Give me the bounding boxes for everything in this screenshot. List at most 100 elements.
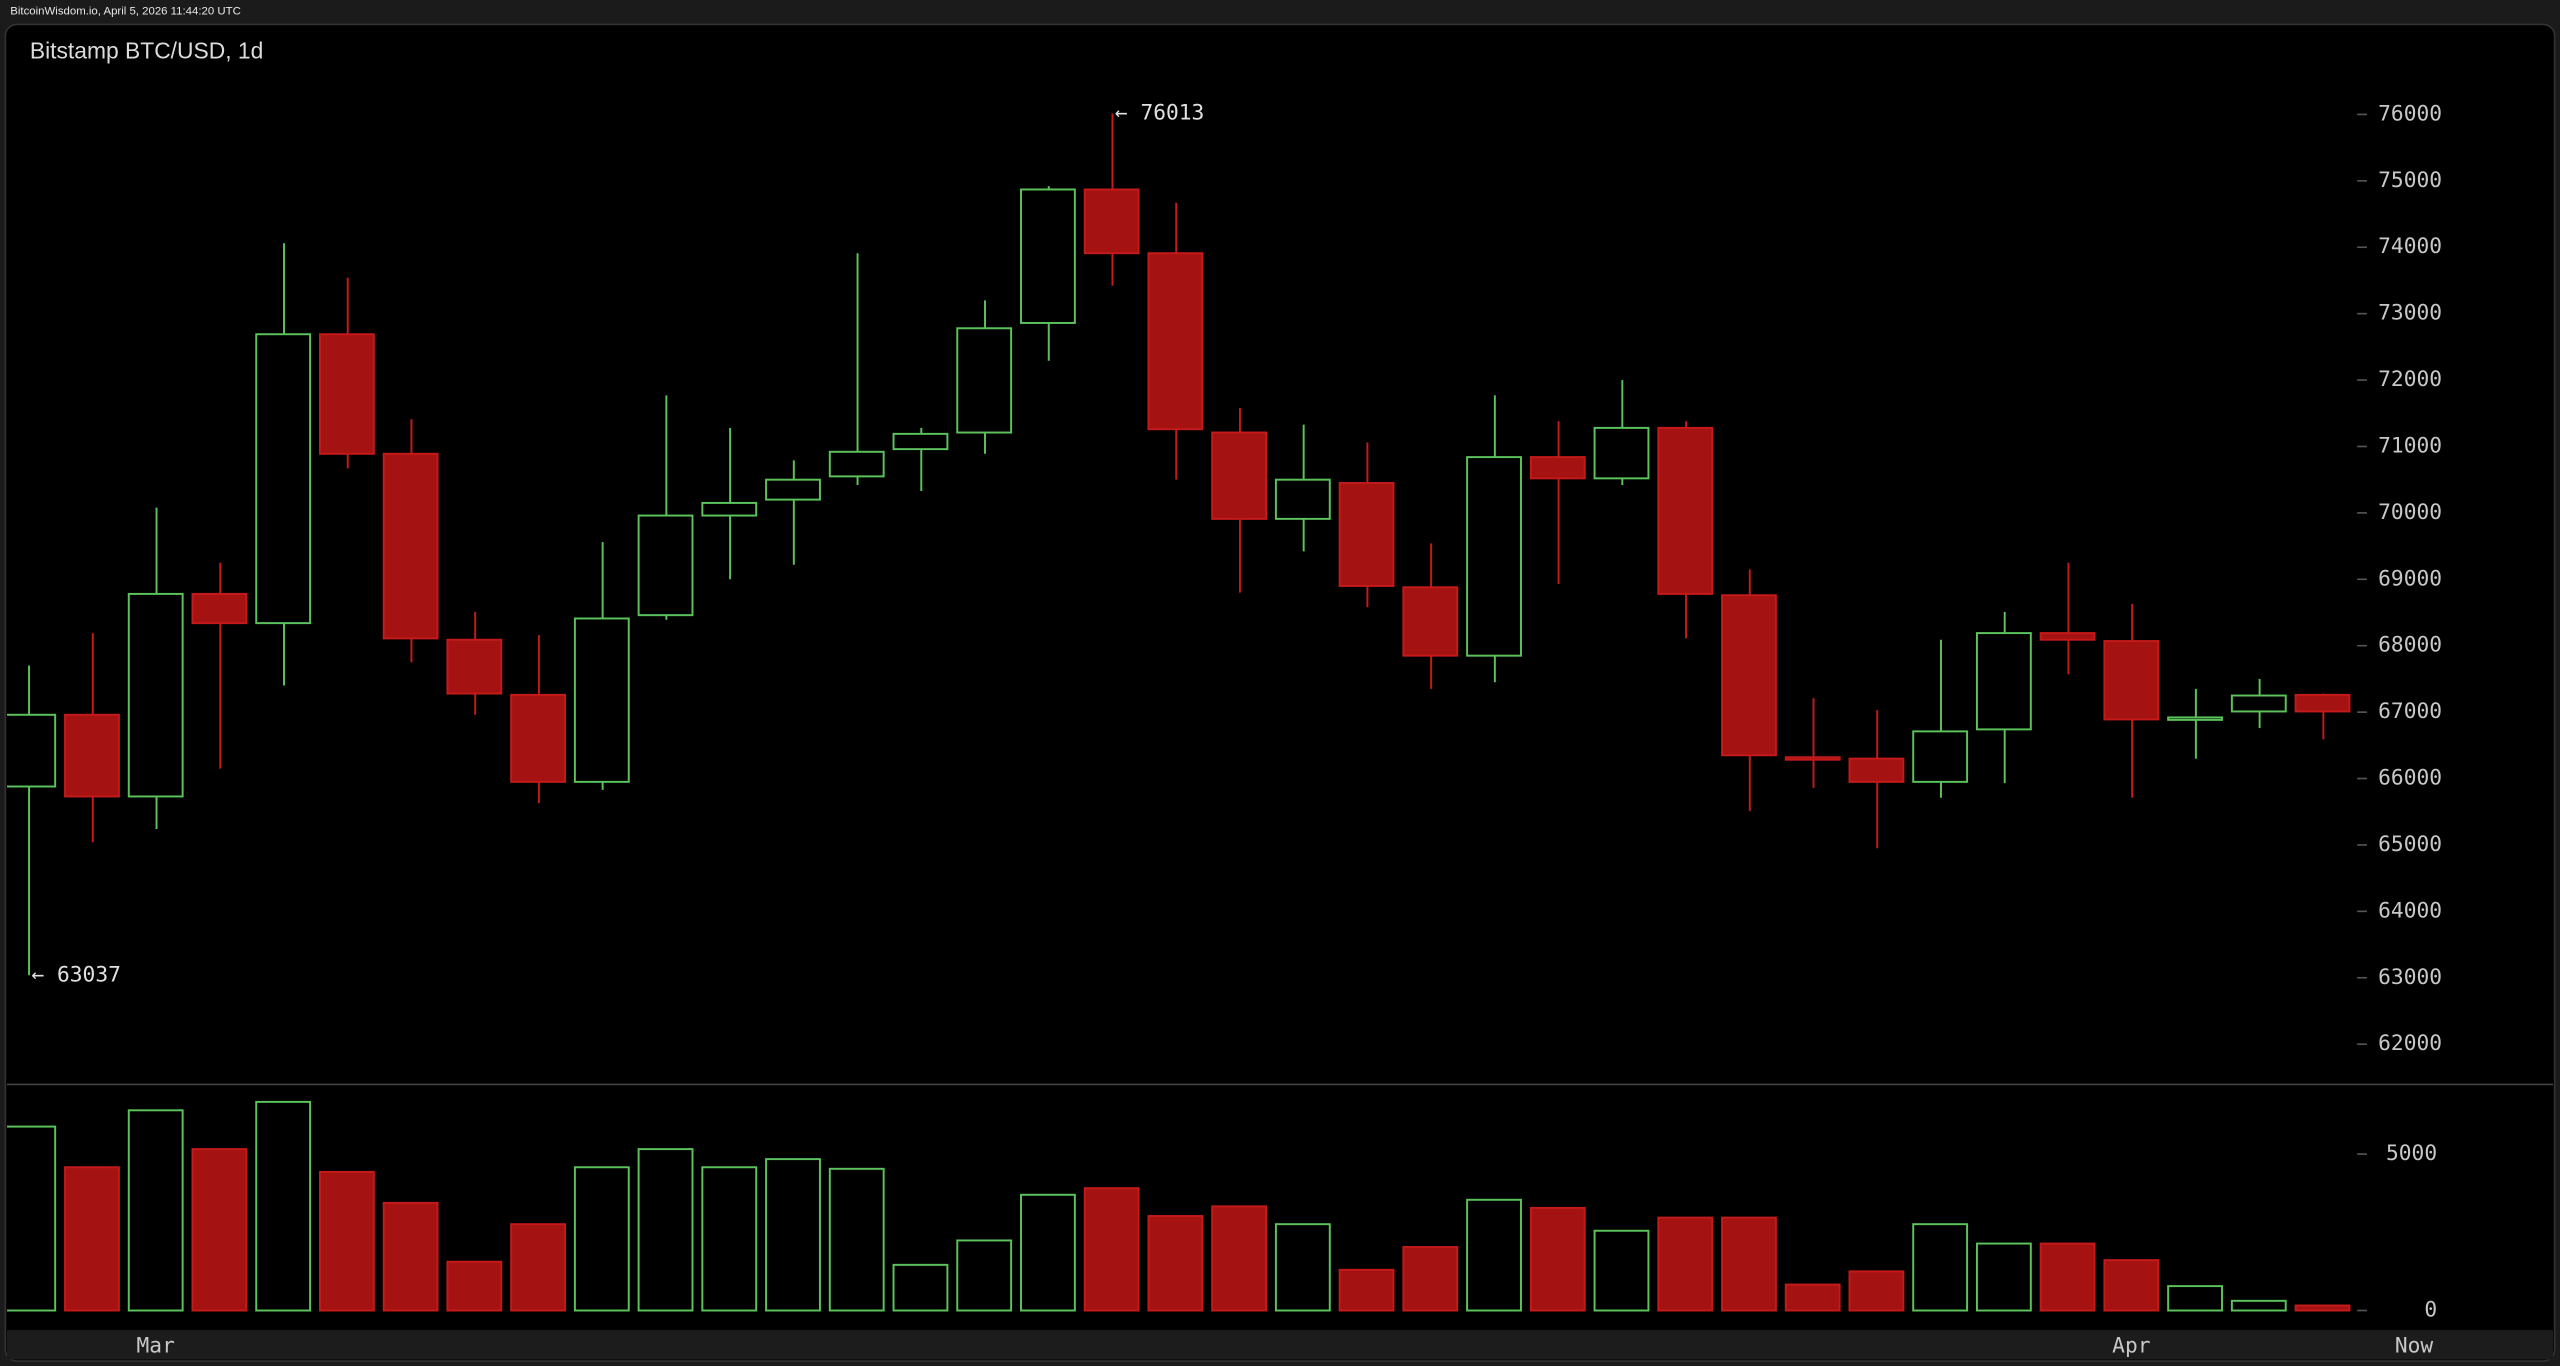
candle-body <box>1529 456 1586 480</box>
candle-body <box>1147 252 1204 431</box>
candle-body <box>573 617 630 783</box>
y-tick-label: 68000 <box>2378 633 2442 658</box>
chart-title: Bitstamp BTC/USD, 1d <box>30 37 263 63</box>
candle-body <box>1274 478 1331 520</box>
volume-bar <box>2167 1285 2223 1312</box>
y-tick-label: 62000 <box>2378 1031 2442 1056</box>
x-axis-strip <box>7 1330 2553 1360</box>
volume-bar <box>828 1167 885 1312</box>
volume-tick-label: 5000 <box>2386 1141 2437 1166</box>
candle-body <box>1402 586 1459 657</box>
volume-bar <box>2039 1242 2096 1312</box>
volume-bar <box>637 1148 694 1312</box>
candle-body <box>2294 693 2351 713</box>
y-tick-label: 73000 <box>2378 301 2442 326</box>
volume-bar <box>1848 1270 1905 1312</box>
volume-bar <box>892 1263 949 1312</box>
candle-body <box>1975 632 2032 731</box>
volume-tick-label: 0 <box>2424 1298 2437 1323</box>
y-tick-label: 75000 <box>2378 168 2442 193</box>
y-tick-label: 71000 <box>2378 433 2442 458</box>
volume-bar <box>1975 1242 2032 1312</box>
volume-bar <box>191 1148 248 1312</box>
volume-bar <box>1083 1187 1140 1312</box>
header: BitcoinWisdom.io, April 5, 2026 11:44:20… <box>10 5 241 17</box>
volume-bar <box>318 1170 375 1312</box>
volume-bar <box>1657 1216 1714 1312</box>
volume-bar <box>1721 1216 1777 1312</box>
candle-body <box>828 450 885 478</box>
candle-body <box>64 713 120 798</box>
volume-bar <box>1912 1223 1969 1312</box>
candle-body <box>1721 594 1777 757</box>
volume-bar <box>2230 1299 2287 1312</box>
y-tick-label: 66000 <box>2378 766 2442 791</box>
high-annotation: ← 76013 <box>1115 101 1204 126</box>
y-tick-label: 74000 <box>2378 234 2442 259</box>
volume-bar <box>446 1260 503 1312</box>
candle-body <box>318 333 375 455</box>
candle-body <box>127 592 184 798</box>
volume-bar <box>1529 1206 1586 1312</box>
candle-body <box>510 693 566 783</box>
volume-bar <box>382 1201 439 1312</box>
volume-bar <box>127 1109 184 1312</box>
candle-body <box>1593 426 1650 480</box>
x-tick-label: Mar <box>137 1333 175 1358</box>
y-tick-label: 64000 <box>2378 898 2442 923</box>
candle-body <box>1912 730 1969 783</box>
volume-bar <box>1020 1193 1076 1312</box>
candle-body <box>382 452 439 640</box>
y-tick-label: 70000 <box>2378 500 2442 525</box>
candle-body <box>1848 757 1905 783</box>
candle-body <box>1784 756 1841 761</box>
candle-body <box>446 638 503 695</box>
volume-bar <box>1147 1215 1204 1312</box>
x-tick-label: Apr <box>2112 1333 2150 1358</box>
candle-body <box>637 514 694 617</box>
volume-bar <box>1211 1205 1268 1312</box>
volume-bar <box>701 1166 758 1312</box>
candle-body <box>1020 188 1076 324</box>
candle-body <box>2167 716 2223 721</box>
candle-body <box>956 327 1013 434</box>
y-tick-label: 67000 <box>2378 699 2442 724</box>
plot <box>7 113 2351 1312</box>
volume-bar <box>2294 1304 2351 1312</box>
y-tick-label: 72000 <box>2378 367 2442 392</box>
volume-bar <box>573 1166 630 1312</box>
volume-bar <box>510 1223 566 1312</box>
candle-body <box>892 432 949 451</box>
candle-body <box>1466 456 1522 657</box>
volume-bar <box>2103 1259 2160 1312</box>
candle-body <box>1657 426 1714 595</box>
candle-body <box>1083 188 1140 255</box>
candle-body <box>765 478 821 501</box>
volume-bar <box>1466 1198 1522 1312</box>
y-tick-label: 76000 <box>2378 101 2442 126</box>
candle-body <box>2230 694 2287 713</box>
volume-bar <box>956 1239 1013 1312</box>
candle-body <box>701 501 758 517</box>
candle-body <box>191 592 248 625</box>
y-tick-label: 65000 <box>2378 832 2442 857</box>
volume-bar <box>1402 1246 1459 1312</box>
candle-body <box>2039 632 2096 641</box>
volume-bar <box>7 1125 57 1312</box>
volume-bar <box>1593 1229 1650 1312</box>
candle-body <box>2103 640 2160 721</box>
y-tick-label: 69000 <box>2378 566 2442 591</box>
volume-bar <box>1274 1223 1331 1312</box>
volume-bar <box>765 1158 821 1312</box>
low-annotation: ← 63037 <box>32 962 121 987</box>
candle-body <box>7 713 57 788</box>
volume-bar <box>64 1166 120 1312</box>
volume-bar <box>255 1100 312 1312</box>
candle-body <box>1211 431 1268 520</box>
plot-background <box>4 23 2556 1362</box>
candle-body <box>255 333 312 625</box>
y-tick-label: 63000 <box>2378 965 2442 990</box>
volume-bar <box>1338 1268 1395 1312</box>
